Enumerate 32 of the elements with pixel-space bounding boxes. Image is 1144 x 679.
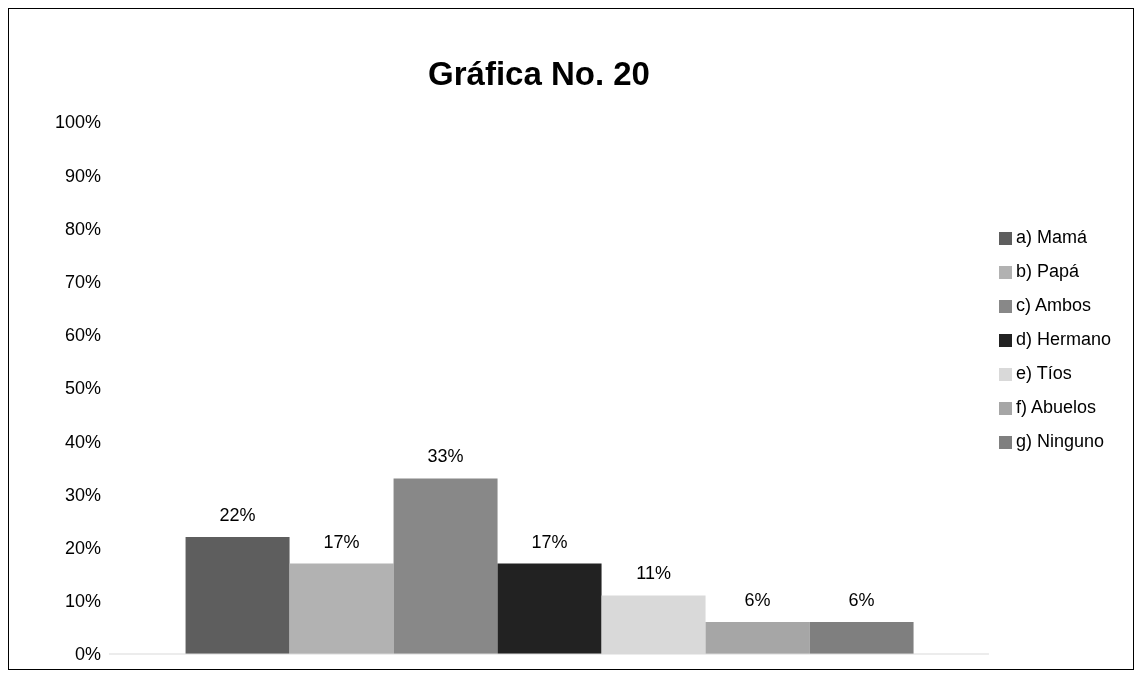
data-label: 33% <box>427 446 464 467</box>
data-label: 17% <box>531 531 568 552</box>
bar <box>185 536 290 654</box>
y-tick-label: 10% <box>64 591 101 612</box>
data-label: 11% <box>636 563 671 584</box>
data-label: 6% <box>744 590 771 611</box>
y-tick-label: 60% <box>64 325 101 346</box>
y-tick-label: 80% <box>64 218 101 239</box>
y-tick-label: 30% <box>64 484 101 505</box>
chart-title: Gráfica No. 20 <box>427 55 651 93</box>
y-tick-label: 0% <box>74 644 101 665</box>
y-tick-label: 90% <box>64 165 101 186</box>
data-label: 22% <box>219 504 256 525</box>
legend-label: e) Tíos <box>1015 363 1072 383</box>
bar <box>497 563 602 654</box>
legend-label: d) Hermano <box>1015 329 1111 349</box>
bar <box>393 478 498 654</box>
y-tick-label: 100% <box>54 112 101 133</box>
legend-label: g) Ninguno <box>1015 431 1105 451</box>
data-label: 17% <box>323 531 360 552</box>
y-tick-label: 20% <box>64 537 101 558</box>
bar <box>809 622 914 654</box>
y-tick-label: 70% <box>64 271 101 292</box>
legend-label: a) Mamá <box>1015 227 1087 247</box>
legend-label: b) Papá <box>1015 261 1079 281</box>
bar <box>705 622 810 654</box>
legend-label: f) Abuelos <box>1015 397 1097 417</box>
bar <box>289 563 394 654</box>
y-tick-label: 50% <box>64 378 101 399</box>
legend-label: c) Ambos <box>1015 295 1091 315</box>
data-label: 6% <box>848 590 875 611</box>
y-tick-label: 40% <box>64 431 101 452</box>
